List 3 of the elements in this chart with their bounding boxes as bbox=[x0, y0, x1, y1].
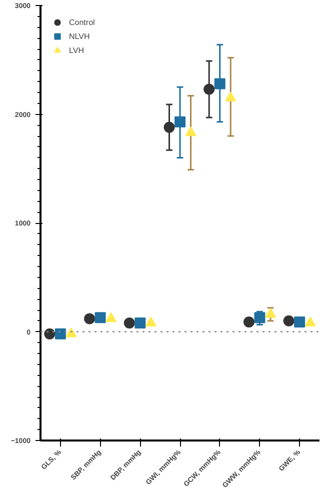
legend-label: NLVH bbox=[69, 32, 90, 40]
legend-label: LVH bbox=[69, 46, 85, 54]
legend-label: Control bbox=[69, 18, 95, 26]
